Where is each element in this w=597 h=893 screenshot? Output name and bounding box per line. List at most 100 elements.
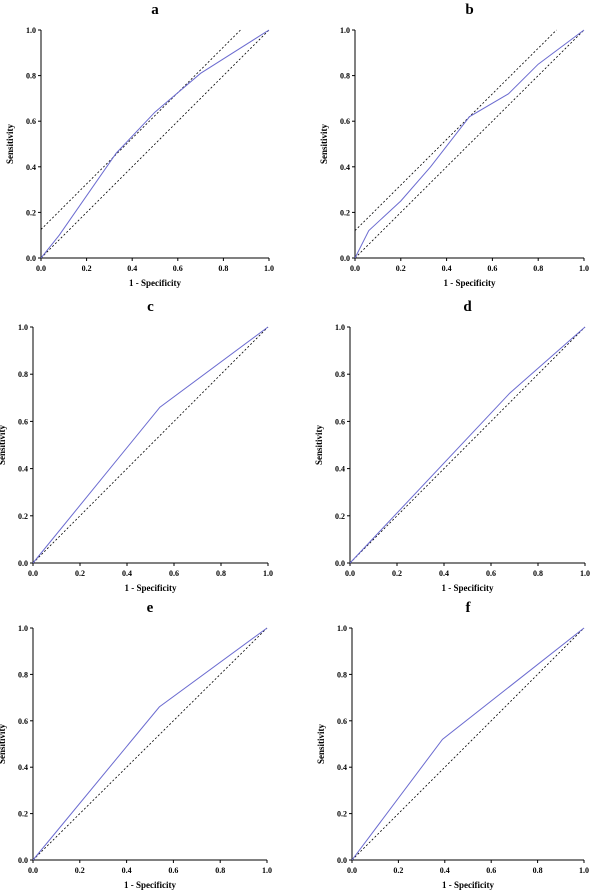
y-tick-label: 0.0	[18, 856, 28, 865]
x-tick-label: 1.0	[264, 264, 274, 273]
y-tick-label: 0.4	[26, 163, 36, 172]
x-tick-label: 0.4	[440, 866, 450, 875]
roc-panel-b: b 0.00.0 0.2 0.2 0.4 0.4 0.6 0.6 0.8 0.8 1.0 1.0 1 -…	[319, 2, 589, 288]
reference-line	[32, 326, 269, 564]
panel-letter: d	[463, 299, 472, 315]
x-tick-label: 0.2	[393, 866, 403, 875]
y-tick-label: 0.8	[18, 370, 28, 379]
y-tick-label: 0.8	[337, 670, 347, 679]
x-tick-label: 0.0	[28, 569, 38, 578]
x-tick-label: 0.8	[215, 866, 225, 875]
roc-panel-f: f 0.00.0 0.2 0.2 0.4 0.4 0.6 0.6 0.8 0.8 1.0 1.0 1 -…	[316, 600, 589, 890]
x-tick-label: 0.0	[350, 264, 360, 273]
y-tick-label: 0.2	[340, 208, 350, 217]
y-tick-label: 1.0	[337, 624, 347, 633]
x-tick-label: 0.2	[396, 264, 406, 273]
roc-panel-e: e 0.00.0 0.2 0.2 0.4 0.4 0.6 0.6 0.8 0.8 1.0 1.0 1 -…	[0, 600, 272, 890]
y-tick-label: 0.6	[337, 717, 347, 726]
roc-curve	[351, 627, 585, 861]
roc-panel-a: a 0.00.0 0.2 0.2 0.4 0.4 0.6 0.6 0.8 0.8 1.0 1.0 1 -…	[5, 2, 274, 288]
y-axis-title: Sensitivity	[314, 425, 324, 466]
x-tick-label: 0.0	[28, 866, 38, 875]
panel-letter: b	[465, 2, 473, 18]
x-axis-title: 1 - Specificity	[129, 278, 181, 288]
y-tick-label: 0.2	[26, 208, 36, 217]
y-tick-label: 0.4	[18, 465, 28, 474]
x-tick-label: 0.8	[216, 569, 226, 578]
y-tick-label: 0.0	[18, 559, 28, 568]
x-tick-label: 0.4	[122, 569, 132, 578]
x-tick-label: 0.2	[75, 569, 85, 578]
y-tick-label: 0.6	[335, 417, 345, 426]
x-tick-label: 0.6	[486, 866, 496, 875]
y-axis-title: Sensitivity	[316, 724, 326, 765]
x-tick-label: 1.0	[579, 264, 589, 273]
x-tick-label: 0.4	[122, 866, 132, 875]
y-tick-label: 0.4	[340, 163, 350, 172]
x-tick-label: 0.2	[75, 866, 85, 875]
y-tick-label: 0.2	[18, 810, 28, 819]
y-tick-label: 0.8	[18, 670, 28, 679]
reference-line	[354, 29, 557, 231]
roc-curve	[354, 29, 585, 259]
x-tick-label: 0.8	[533, 866, 543, 875]
x-tick-label: 0.6	[168, 866, 178, 875]
y-tick-label: 1.0	[340, 26, 350, 35]
reference-line	[32, 627, 268, 861]
y-axis-title: Sensitivity	[319, 124, 329, 165]
x-tick-label: 0.8	[533, 569, 543, 578]
y-tick-label: 1.0	[335, 323, 345, 332]
reference-line	[354, 29, 585, 259]
x-axis-title: 1 - Specificity	[124, 880, 176, 890]
x-tick-label: 1.0	[579, 866, 589, 875]
y-axis-title: Sensitivity	[5, 124, 15, 165]
y-tick-label: 0.6	[18, 717, 28, 726]
y-axis-title: Sensitivity	[0, 724, 7, 765]
y-tick-label: 1.0	[18, 323, 28, 332]
x-axis-title: 1 - Specificity	[442, 880, 494, 890]
x-tick-label: 0.0	[36, 264, 46, 273]
y-tick-label: 0.8	[340, 72, 350, 81]
y-tick-label: 1.0	[26, 26, 36, 35]
y-tick-label: 0.4	[335, 465, 345, 474]
x-tick-label: 0.0	[347, 866, 357, 875]
x-axis-title: 1 - Specificity	[442, 583, 494, 593]
x-tick-label: 0.6	[487, 264, 497, 273]
x-tick-label: 0.2	[82, 264, 92, 273]
x-tick-label: 0.6	[173, 264, 183, 273]
x-tick-label: 0.8	[533, 264, 543, 273]
roc-panel-c: c 0.00.0 0.2 0.2 0.4 0.4 0.6 0.6 0.8 0.8 1.0 1.0 1 -…	[0, 299, 273, 593]
x-tick-label: 0.6	[486, 569, 496, 578]
x-tick-label: 0.2	[392, 569, 402, 578]
x-tick-label: 0.4	[127, 264, 137, 273]
y-tick-label: 0.2	[337, 810, 347, 819]
y-tick-label: 0.6	[18, 417, 28, 426]
roc-curve	[32, 326, 269, 564]
y-axis-title: Sensitivity	[0, 425, 7, 466]
y-tick-label: 0.0	[335, 559, 345, 568]
x-tick-label: 0.8	[218, 264, 228, 273]
roc-curve	[40, 29, 270, 259]
x-tick-label: 0.4	[442, 264, 452, 273]
y-tick-label: 0.2	[18, 512, 28, 521]
reference-line	[40, 29, 270, 259]
y-tick-label: 0.6	[26, 117, 36, 126]
y-tick-label: 0.2	[335, 512, 345, 521]
y-tick-label: 1.0	[18, 624, 28, 633]
x-tick-label: 0.4	[439, 569, 449, 578]
panel-letter: e	[147, 600, 154, 616]
panel-letter: a	[151, 2, 159, 18]
x-tick-label: 1.0	[263, 569, 273, 578]
y-tick-label: 0.4	[18, 763, 28, 772]
y-tick-label: 0.0	[340, 254, 350, 263]
x-tick-label: 1.0	[580, 569, 590, 578]
roc-panel-d: d 0.00.0 0.2 0.2 0.4 0.4 0.6 0.6 0.8 0.8 1.0 1.0 1 -…	[314, 299, 590, 593]
roc-curve	[349, 326, 586, 564]
y-tick-label: 0.0	[26, 254, 36, 263]
y-tick-label: 0.8	[335, 370, 345, 379]
x-axis-title: 1 - Specificity	[125, 583, 177, 593]
reference-line	[351, 627, 585, 861]
roc-curve	[32, 627, 268, 861]
reference-line	[349, 326, 586, 564]
